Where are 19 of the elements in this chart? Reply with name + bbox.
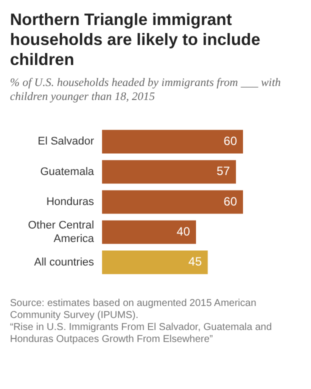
y-tick-label: El Salvador bbox=[38, 136, 94, 148]
data-label: 40 bbox=[176, 224, 190, 238]
data-label: 60 bbox=[224, 194, 238, 208]
bar bbox=[102, 130, 243, 154]
data-label: 60 bbox=[224, 134, 238, 148]
y-tick-label: All countries bbox=[34, 256, 95, 268]
data-label: 45 bbox=[188, 254, 202, 269]
chart-subtitle: % of U.S. households headed by immigrants from ___ with children younger than 18, 2015 bbox=[10, 76, 282, 104]
data-label: 57 bbox=[216, 164, 230, 178]
chart-title: Northern Triangle immigrant households are likely to include children bbox=[10, 10, 262, 70]
text: “Rise in U.S. Immigrants From El Salvador, Guatemala and Honduras Outpaces Growth From Elsewhere” bbox=[10, 322, 273, 346]
source-note: Source: estimates based on augmented 2015 American Community Survey (IPUMS). bbox=[10, 298, 258, 322]
y-tick-label: Honduras bbox=[46, 196, 95, 208]
y-tick-label: Other Central America bbox=[28, 220, 95, 245]
bar bbox=[102, 220, 196, 244]
y-tick-label: Guatemala bbox=[40, 166, 95, 178]
bar bbox=[102, 190, 243, 214]
bar bbox=[102, 250, 208, 274]
bar bbox=[102, 160, 236, 184]
